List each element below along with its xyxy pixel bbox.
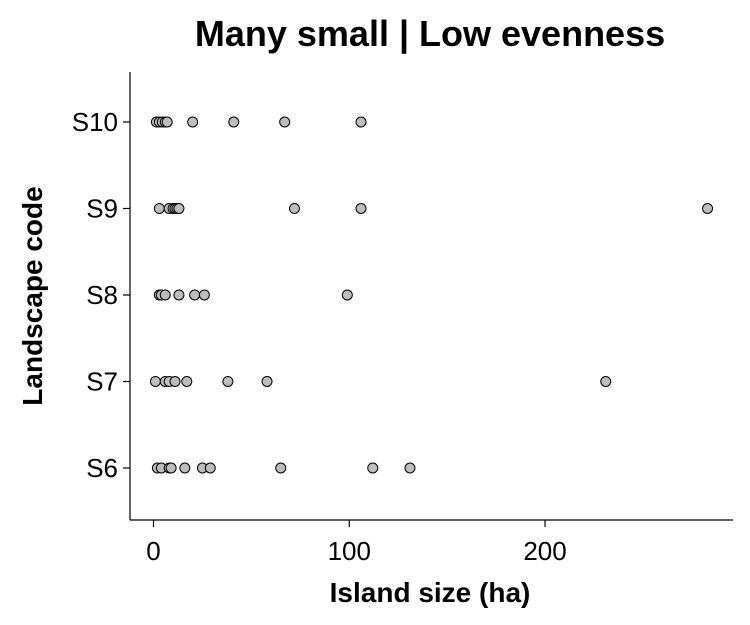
data-point (189, 289, 201, 301)
data-point (198, 289, 210, 301)
x-tick-label: 200 (523, 536, 566, 566)
data-point (404, 462, 416, 474)
x-axis-title: Island size (ha) (330, 577, 531, 608)
y-tick-label: S10 (72, 107, 118, 137)
data-point (228, 116, 240, 128)
data-point (169, 376, 181, 387)
y-tick-label: S7 (86, 367, 118, 397)
data-point (355, 116, 367, 128)
data-point (204, 462, 216, 474)
data-point (159, 289, 171, 301)
data-point (702, 203, 714, 214)
x-tick-label: 0 (146, 536, 160, 566)
data-point (288, 203, 300, 214)
data-point (161, 116, 173, 128)
data-point (149, 376, 161, 387)
data-point (275, 462, 287, 474)
data-point (222, 376, 234, 387)
data-point (341, 289, 353, 301)
data-point (187, 116, 199, 128)
data-point (173, 203, 185, 214)
data-point (165, 462, 177, 474)
data-point (173, 289, 185, 301)
y-tick-label: S8 (86, 280, 118, 310)
data-point (181, 376, 193, 387)
data-point (261, 376, 273, 387)
data-point (279, 116, 291, 128)
data-point (600, 376, 612, 387)
data-point (355, 203, 367, 214)
y-tick-label: S6 (86, 453, 118, 483)
data-point (153, 203, 165, 214)
y-tick-label: S9 (86, 194, 118, 224)
chart-title: Many small | Low evenness (195, 13, 665, 55)
x-tick-label: 100 (328, 536, 371, 566)
data-point (179, 462, 191, 474)
y-axis-title: Landscape code (17, 186, 48, 405)
data-point (367, 462, 379, 474)
plot-area: 0 100 200 S6 S7 S8 S9 S10 (72, 72, 733, 566)
